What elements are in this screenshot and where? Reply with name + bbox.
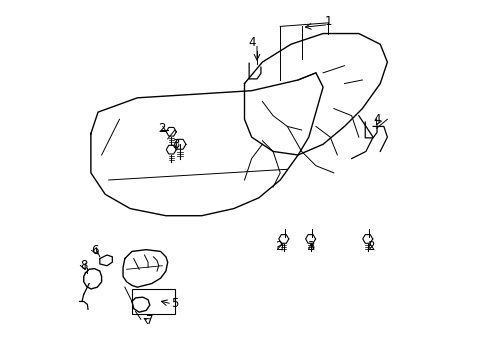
Text: 6: 6 xyxy=(91,244,99,257)
Text: 5: 5 xyxy=(171,297,178,310)
Text: 3: 3 xyxy=(306,240,314,253)
Text: 2: 2 xyxy=(274,240,282,253)
Text: 2: 2 xyxy=(367,240,374,253)
Text: 3: 3 xyxy=(172,138,179,151)
Text: 4: 4 xyxy=(372,113,380,126)
Text: 2: 2 xyxy=(158,122,165,135)
Text: 1: 1 xyxy=(324,14,331,27)
Text: 8: 8 xyxy=(80,259,87,272)
Text: 7: 7 xyxy=(146,314,153,327)
Text: 4: 4 xyxy=(247,36,255,49)
